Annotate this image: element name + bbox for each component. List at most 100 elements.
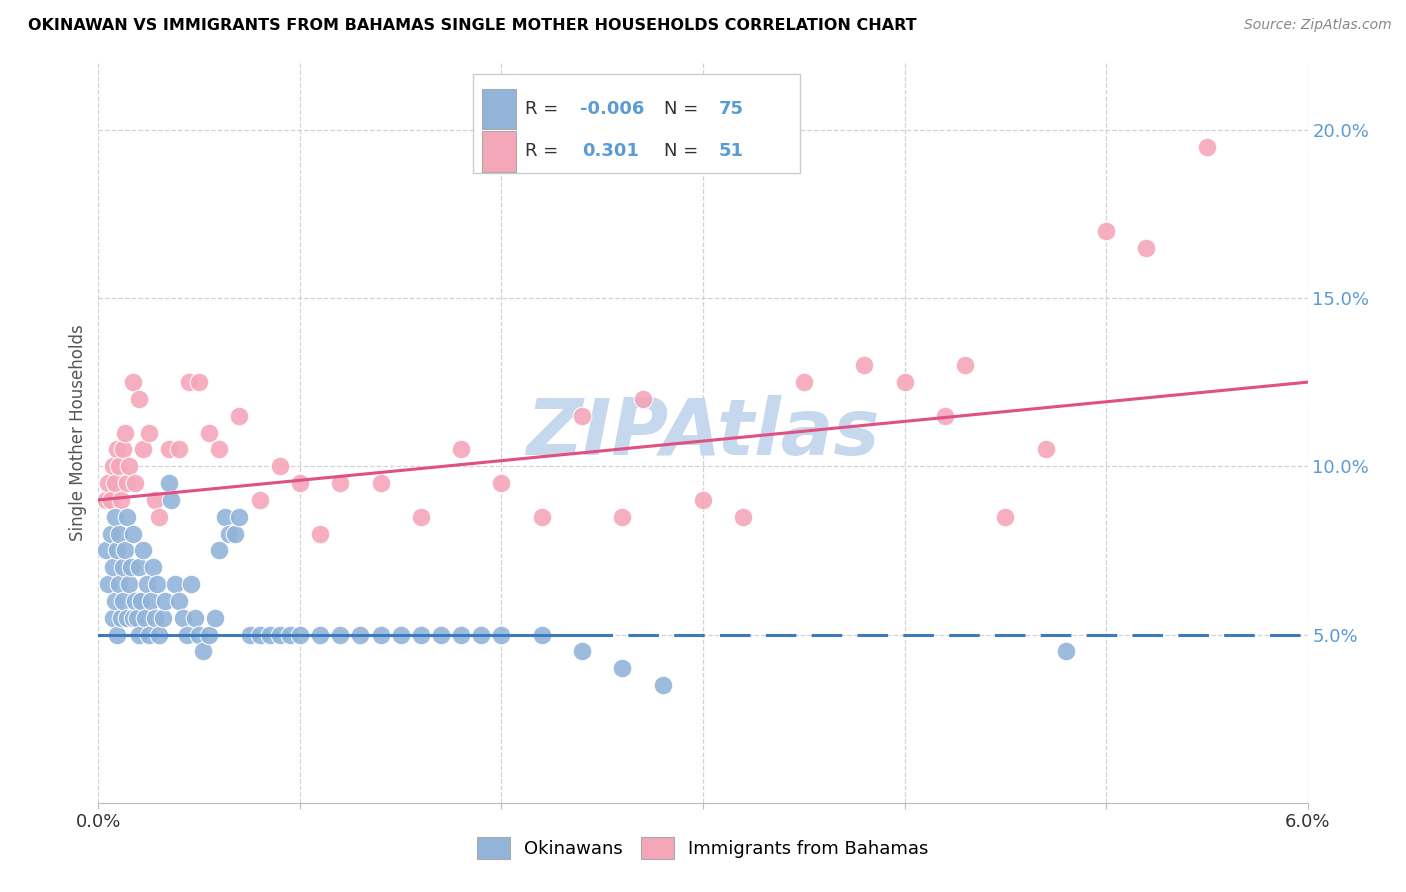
Point [160, 492, 183, 507]
Point [157, 442, 180, 457]
Point [132, 543, 155, 558]
Point [115, 476, 138, 491]
Point [128, 560, 150, 574]
Point [179, 375, 201, 389]
Y-axis label: Single Mother Households: Single Mother Households [69, 325, 87, 541]
Point [111, 594, 134, 608]
Point [208, 543, 231, 558]
Point [124, 476, 146, 491]
Point [107, 577, 129, 591]
Point [612, 509, 634, 524]
Point [188, 627, 211, 641]
Point [409, 509, 432, 524]
Point [111, 560, 134, 574]
Point [1135, 240, 1157, 255]
Point [409, 627, 432, 641]
Point [228, 509, 250, 524]
Point [934, 409, 956, 423]
Point [530, 627, 553, 641]
Point [259, 627, 281, 641]
Point [148, 509, 170, 524]
Point [115, 509, 138, 524]
Point [163, 577, 186, 591]
Text: Source: ZipAtlas.com: Source: ZipAtlas.com [1244, 18, 1392, 32]
Point [994, 509, 1017, 524]
Point [278, 627, 301, 641]
Text: R =: R = [526, 100, 564, 118]
Point [96, 543, 118, 558]
FancyBboxPatch shape [474, 73, 800, 173]
Point [1095, 224, 1118, 238]
Text: 75: 75 [718, 100, 744, 118]
Point [214, 509, 236, 524]
Text: N =: N = [664, 143, 704, 161]
Point [953, 359, 976, 373]
Text: 51: 51 [718, 143, 744, 161]
Point [101, 610, 124, 624]
Point [651, 678, 673, 692]
Point [110, 492, 132, 507]
Point [269, 459, 291, 474]
Point [893, 375, 915, 389]
Point [121, 610, 143, 624]
FancyBboxPatch shape [482, 131, 516, 171]
Point [309, 526, 332, 541]
Point [288, 627, 311, 641]
Point [450, 442, 472, 457]
Point [430, 627, 453, 641]
Point [114, 543, 136, 558]
Point [100, 492, 122, 507]
Point [114, 425, 136, 440]
Point [184, 610, 207, 624]
Point [249, 627, 271, 641]
Point [389, 627, 412, 641]
Point [733, 509, 755, 524]
Point [107, 459, 129, 474]
Point [1195, 139, 1218, 153]
Point [128, 392, 150, 406]
Point [288, 476, 311, 491]
Point [571, 409, 593, 423]
Point [115, 610, 138, 624]
Point [125, 610, 148, 624]
Point [249, 492, 271, 507]
Point [692, 492, 714, 507]
Point [132, 442, 155, 457]
Point [129, 594, 152, 608]
Point [612, 661, 634, 675]
Point [204, 610, 226, 624]
Point [101, 560, 124, 574]
Point [121, 526, 143, 541]
Point [134, 610, 156, 624]
Point [96, 492, 118, 507]
Point [188, 375, 211, 389]
Point [349, 627, 371, 641]
Point [103, 476, 125, 491]
Point [198, 425, 221, 440]
Point [138, 425, 160, 440]
Point [198, 627, 221, 641]
Point [329, 627, 352, 641]
Point [172, 610, 194, 624]
Point [110, 610, 132, 624]
Point [239, 627, 262, 641]
Point [97, 476, 120, 491]
Text: N =: N = [664, 100, 704, 118]
Point [118, 459, 141, 474]
Point [148, 627, 170, 641]
Point [146, 577, 169, 591]
Point [176, 627, 198, 641]
Point [571, 644, 593, 658]
Text: R =: R = [526, 143, 564, 161]
Point [121, 375, 143, 389]
Text: OKINAWAN VS IMMIGRANTS FROM BAHAMAS SINGLE MOTHER HOUSEHOLDS CORRELATION CHART: OKINAWAN VS IMMIGRANTS FROM BAHAMAS SING… [28, 18, 917, 33]
Point [167, 594, 190, 608]
FancyBboxPatch shape [482, 88, 516, 129]
Point [143, 492, 166, 507]
Point [208, 442, 231, 457]
Point [138, 627, 160, 641]
Point [631, 392, 654, 406]
Point [101, 459, 124, 474]
Point [103, 509, 125, 524]
Point [139, 594, 162, 608]
